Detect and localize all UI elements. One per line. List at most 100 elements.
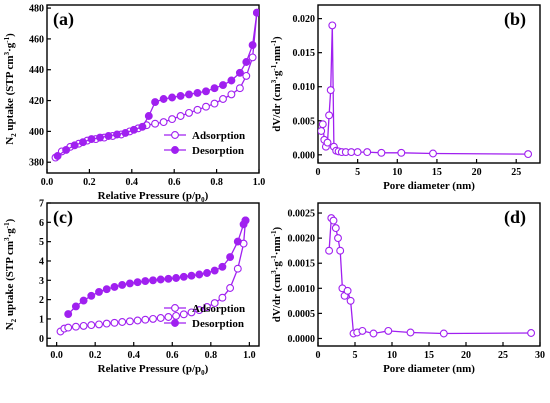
- x-tick-label: 25: [498, 350, 508, 361]
- x-tick-label: 5: [353, 350, 358, 361]
- data-point: [172, 274, 181, 282]
- data-point: [151, 98, 160, 107]
- data-point: [118, 280, 127, 289]
- data-point: [110, 318, 119, 327]
- data-point: [156, 275, 165, 284]
- data-point: [325, 246, 334, 255]
- data-point: [185, 90, 193, 99]
- legend: Adsorption Desorption: [164, 130, 245, 157]
- y-tick-label: 0.015: [293, 48, 316, 59]
- x-tick-label: 0.0: [41, 177, 54, 188]
- x-tick-label: 0.6: [168, 177, 181, 188]
- y-axis-label: N2 uptake (STP cm3·g-1): [3, 218, 18, 330]
- y-axis-label: dV/dr (cm3·g-1·nm-1): [270, 36, 283, 132]
- data-point: [193, 88, 202, 97]
- panel-a: 0.0 0.2 0.4 0.6 0.8 1.0 380 400 420 440 460 480 Rela…: [3, 4, 265, 204]
- x-tick-label: 0.8: [210, 177, 223, 188]
- data-point: [156, 314, 165, 322]
- data-point: [346, 296, 355, 305]
- x-tick-label: 0.2: [83, 177, 96, 188]
- data-point: [203, 269, 211, 277]
- x-tick-label: 1.0: [243, 350, 256, 361]
- data-point: [227, 90, 236, 99]
- data-point: [252, 8, 259, 17]
- series-desorption: [64, 216, 250, 319]
- x-tick-label: 25: [511, 167, 521, 178]
- data-point: [527, 329, 536, 337]
- legend-entry: Adsorption: [192, 303, 245, 315]
- data-point: [318, 120, 327, 129]
- data-point: [227, 76, 236, 85]
- data-point: [125, 279, 134, 288]
- data-point: [102, 285, 111, 294]
- x-axis-label: Pore diameter (nm): [383, 363, 475, 375]
- panel-c: 0.0 0.2 0.4 0.6 0.8 1.0 0 1 2 3 4 5 6 7 Relative Press…: [3, 199, 260, 377]
- x-tick-label: 30: [535, 350, 545, 361]
- legend-marker: [171, 304, 179, 312]
- y-axis-label: dV/dr (cm3·g-1·nm-1): [270, 226, 283, 322]
- y-tick-label: 0.0000: [288, 334, 316, 345]
- data-point: [210, 266, 219, 275]
- data-point: [331, 224, 340, 233]
- data-point: [363, 148, 372, 157]
- data-point: [70, 141, 79, 150]
- data-point: [185, 108, 193, 117]
- data-point: [172, 311, 181, 320]
- data-point: [95, 320, 103, 329]
- data-point: [329, 216, 338, 225]
- data-point: [239, 220, 248, 229]
- y-tick-label: 400: [29, 127, 44, 138]
- y-tick-label: 5: [39, 237, 44, 248]
- data-point: [406, 328, 415, 337]
- data-point: [151, 119, 160, 128]
- data-point: [187, 308, 196, 317]
- data-point: [218, 293, 227, 302]
- x-axis-label: Relative Pressure (p/p0): [98, 190, 209, 204]
- y-tick-label: 7: [39, 199, 44, 210]
- data-point: [384, 326, 393, 335]
- data-point: [168, 93, 177, 102]
- data-point: [87, 291, 96, 300]
- x-tick-label: 0.4: [127, 350, 140, 361]
- x-axis-label: Relative Pressure (p/p0): [98, 363, 209, 377]
- y-tick-label: 480: [29, 4, 44, 15]
- data-point: [176, 112, 185, 120]
- legend-marker: [171, 146, 179, 154]
- y-tick-label: 2: [39, 295, 44, 306]
- data-point: [429, 149, 437, 158]
- x-tick-label: 0.2: [89, 350, 102, 361]
- x-tick-label: 0.6: [166, 350, 179, 361]
- legend-marker: [171, 131, 179, 139]
- plot-frame: [46, 4, 260, 174]
- data-point: [159, 95, 168, 103]
- data-point: [129, 125, 138, 134]
- data-point: [102, 319, 111, 328]
- data-point: [141, 315, 150, 324]
- x-tick-label: 5: [355, 167, 360, 178]
- data-point: [334, 234, 342, 243]
- y-tick-label: 0.0005: [288, 309, 316, 320]
- data-point: [110, 282, 119, 291]
- series-distribution: [325, 214, 536, 338]
- y-tick-label: 460: [29, 34, 44, 45]
- data-point: [203, 303, 211, 311]
- series-line: [320, 25, 529, 155]
- panel-b: 0 5 10 15 20 25 0.000 0.005 0.010 0.015 0.020 Pore …: [270, 4, 541, 192]
- data-point: [79, 296, 88, 305]
- data-point: [193, 105, 202, 114]
- data-point: [233, 237, 242, 246]
- data-point: [138, 122, 147, 131]
- data-point: [210, 84, 219, 93]
- data-point: [64, 310, 73, 319]
- data-point: [397, 148, 406, 157]
- data-point: [326, 86, 335, 95]
- data-point: [202, 102, 210, 111]
- x-tick-label: 0: [316, 167, 321, 178]
- data-point: [226, 253, 235, 262]
- data-point: [179, 310, 188, 319]
- y-tick-label: 1: [39, 314, 44, 325]
- data-point: [358, 326, 367, 335]
- data-point: [149, 314, 157, 323]
- plot-frame: [317, 4, 541, 164]
- x-tick-label: 1.0: [253, 177, 266, 188]
